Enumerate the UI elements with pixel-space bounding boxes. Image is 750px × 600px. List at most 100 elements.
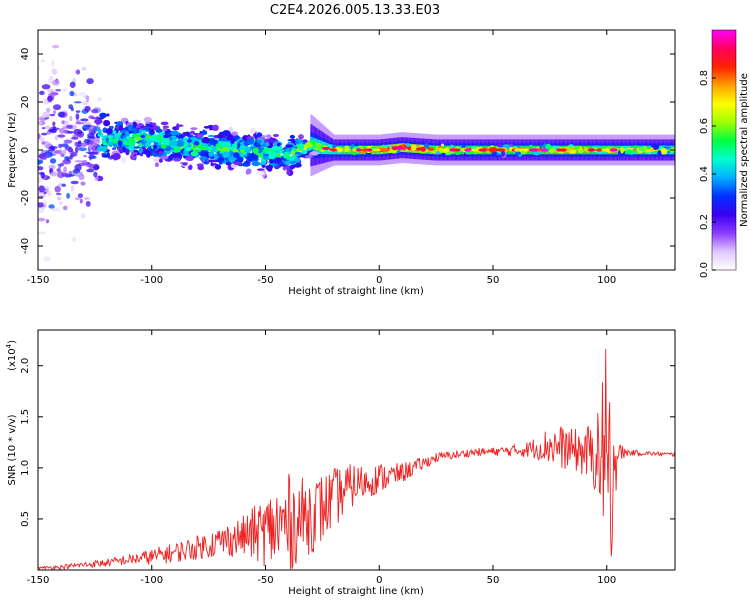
- heatmap-blob: [256, 132, 263, 137]
- heatmap-blob: [160, 121, 169, 126]
- heatmap-blob: [69, 174, 75, 177]
- heatmap-x-ticks: -150 -100 -50 0 50 100: [27, 30, 616, 286]
- snr-x-tick-label: -150: [27, 575, 50, 586]
- heatmap-blob: [197, 137, 204, 140]
- heatmap-peak: [442, 148, 450, 152]
- heatmap-blob: [57, 111, 66, 118]
- heatmap-blob: [246, 168, 252, 175]
- heatmap-blob: [384, 144, 390, 148]
- heatmap-blob: [69, 115, 73, 122]
- heatmap-blob: [94, 119, 103, 125]
- heatmap-blob: [47, 95, 53, 103]
- heatmap-blob: [159, 155, 169, 160]
- heatmap-blob: [108, 140, 114, 146]
- heatmap-blob: [38, 65, 41, 70]
- heatmap-blob: [67, 130, 74, 134]
- heatmap-blob: [107, 135, 113, 140]
- heatmap-y-tick-label: -40: [20, 238, 31, 254]
- heatmap-cell: [657, 147, 660, 153]
- snr-x-label: Height of straight line (km): [288, 586, 424, 597]
- heatmap-blob: [620, 147, 624, 154]
- heatmap-blob: [61, 120, 65, 125]
- heatmap-blob: [38, 133, 41, 139]
- heatmap-blob: [435, 147, 439, 151]
- heatmap-blob: [59, 162, 65, 167]
- heatmap-x-label: Height of straight line (km): [288, 286, 424, 297]
- heatmap-blob: [78, 147, 87, 152]
- heatmap-blob: [233, 161, 243, 166]
- heatmap-blob: [289, 134, 295, 139]
- heatmap-blob: [638, 147, 647, 152]
- heatmap-blob: [208, 151, 215, 157]
- heatmap-blob: [266, 165, 273, 172]
- heatmap-blob: [133, 136, 143, 141]
- heatmap-blob: [75, 134, 81, 137]
- heatmap-cell: [655, 147, 657, 153]
- heatmap-blob: [52, 121, 56, 126]
- heatmap-blob: [210, 145, 218, 153]
- heatmap-blob: [172, 157, 182, 162]
- heatmap-blob: [125, 148, 130, 156]
- heatmap-blob: [116, 147, 123, 151]
- heatmap-blob: [265, 134, 272, 138]
- snr-y-tick-label: 2.0: [20, 358, 31, 374]
- heatmap-blob: [277, 142, 281, 147]
- heatmap-peak: [379, 147, 390, 152]
- heatmap-blob: [441, 153, 446, 156]
- heatmap-blob: [62, 205, 68, 211]
- heatmap-blob: [64, 146, 72, 150]
- heatmap-blob: [48, 204, 55, 209]
- heatmap-blob: [81, 124, 90, 131]
- heatmap-blob: [427, 147, 435, 151]
- heatmap-blob: [236, 156, 244, 164]
- svg-text:(x104): (x104): [5, 340, 18, 371]
- heatmap-blob: [87, 151, 97, 155]
- heatmap-blob: [38, 231, 46, 235]
- heatmap-blob: [74, 146, 79, 154]
- heatmap-blob: [81, 66, 87, 71]
- heatmap-blob: [93, 171, 98, 178]
- heatmap-blob: [80, 213, 86, 219]
- snr-frame: [37, 329, 676, 571]
- heatmap-blob: [64, 122, 68, 125]
- heatmap-blob: [190, 130, 195, 135]
- heatmap-blob: [58, 149, 63, 156]
- snr-y-ticks: 0.5 1.0 1.5 2.0: [20, 358, 675, 527]
- heatmap-blob: [101, 145, 108, 152]
- heatmap-blob: [77, 140, 82, 145]
- heatmap-blob: [202, 129, 206, 136]
- heatmap-blob: [95, 109, 99, 112]
- colorbar-tick-label: 0.0: [699, 262, 710, 278]
- heatmap-blob: [56, 168, 61, 173]
- heatmap-blob: [220, 137, 228, 143]
- heatmap-blob: [243, 140, 249, 145]
- heatmap-blob: [301, 149, 308, 155]
- heatmap-blob: [54, 185, 61, 193]
- heatmap-blob: [574, 145, 580, 150]
- heatmap-blob: [45, 185, 50, 190]
- heatmap-x-tick-label: 100: [597, 275, 616, 286]
- heatmap-blob: [62, 88, 68, 92]
- heatmap-blob: [149, 128, 155, 136]
- heatmap-blob: [90, 142, 98, 148]
- heatmap-blob: [243, 160, 250, 166]
- heatmap-blob: [105, 128, 113, 135]
- heatmap-blob: [77, 193, 84, 199]
- heatmap-blob: [44, 125, 51, 130]
- heatmap-blob: [491, 151, 497, 157]
- snr-scale-label: (x104): [5, 340, 18, 371]
- heatmap-blob: [285, 148, 291, 152]
- heatmap-blob: [438, 147, 444, 154]
- heatmap-peak: [394, 146, 404, 150]
- heatmap-blob: [304, 154, 313, 159]
- heatmap-blob: [243, 155, 248, 158]
- heatmap-peak: [496, 148, 506, 152]
- heatmap-blob: [102, 135, 109, 138]
- heatmap-blob: [153, 144, 158, 150]
- heatmap-blob: [132, 121, 138, 127]
- snr-y-tick-label: 1.0: [20, 460, 31, 476]
- heatmap-x-tick-label: 0: [376, 275, 382, 286]
- heatmap-blob: [38, 202, 44, 208]
- snr-x-tick-label: -100: [140, 575, 163, 586]
